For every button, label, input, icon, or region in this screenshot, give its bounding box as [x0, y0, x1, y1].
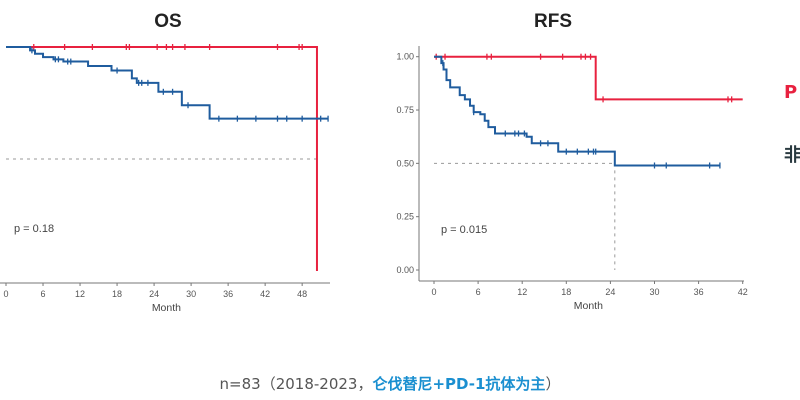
- x-tick-label: 18: [112, 289, 122, 299]
- legend-blue-fragment: 非: [784, 145, 800, 166]
- chart-title: OS: [154, 11, 181, 32]
- x-tick-label: 24: [605, 287, 615, 297]
- x-tick-label: 42: [738, 287, 748, 297]
- legend-red-fragment: P: [784, 82, 798, 103]
- p-value: p = 0.015: [441, 224, 487, 236]
- y-tick-label: 0.25: [396, 212, 414, 222]
- x-tick-label: 30: [186, 289, 196, 299]
- x-tick-label: 6: [476, 287, 481, 297]
- x-tick-label: 0: [431, 287, 436, 297]
- x-tick-label: 24: [149, 289, 159, 299]
- x-tick-label: 0: [3, 289, 8, 299]
- x-tick-label: 30: [649, 287, 659, 297]
- x-tick-label: 12: [75, 289, 85, 299]
- x-tick-label: 12: [517, 287, 527, 297]
- chart-title: RFS: [534, 11, 572, 32]
- y-tick-label: 0.00: [396, 265, 414, 275]
- x-tick-label: 6: [41, 289, 46, 299]
- caption-suffix: ）: [545, 375, 561, 393]
- survival-curve-blue: [434, 55, 720, 167]
- chart-os: OS 0 6 12 18 24 30 36 42 48 Month p = 0.18: [0, 11, 330, 314]
- y-tick-label: 0.75: [396, 105, 414, 115]
- chart-rfs: RFS 0.00 0.25 0.50 0.75 1.00 0 6 12 18 24 30 36 42 Mon…: [396, 11, 747, 312]
- survival-curve-red: [6, 46, 318, 271]
- x-tick-label: 18: [561, 287, 571, 297]
- x-axis-label: Month: [574, 300, 603, 312]
- caption-highlight: 仑伐替尼+PD-1抗体为主: [372, 375, 546, 393]
- y-tick-label: 1.00: [396, 52, 414, 62]
- survival-curve-blue: [6, 46, 329, 120]
- caption: n=83（2018-2023，仑伐替尼+PD-1抗体为主）: [0, 373, 780, 394]
- x-axis-label: Month: [152, 302, 181, 314]
- y-tick-label: 0.50: [396, 158, 414, 168]
- p-value: p = 0.18: [14, 223, 54, 235]
- survival-curve-red: [434, 55, 743, 101]
- x-tick-label: 36: [694, 287, 704, 297]
- caption-prefix: n=83（2018-2023，: [219, 375, 373, 393]
- x-tick-label: 42: [260, 289, 270, 299]
- x-tick-label: 36: [223, 289, 233, 299]
- x-tick-label: 48: [297, 289, 307, 299]
